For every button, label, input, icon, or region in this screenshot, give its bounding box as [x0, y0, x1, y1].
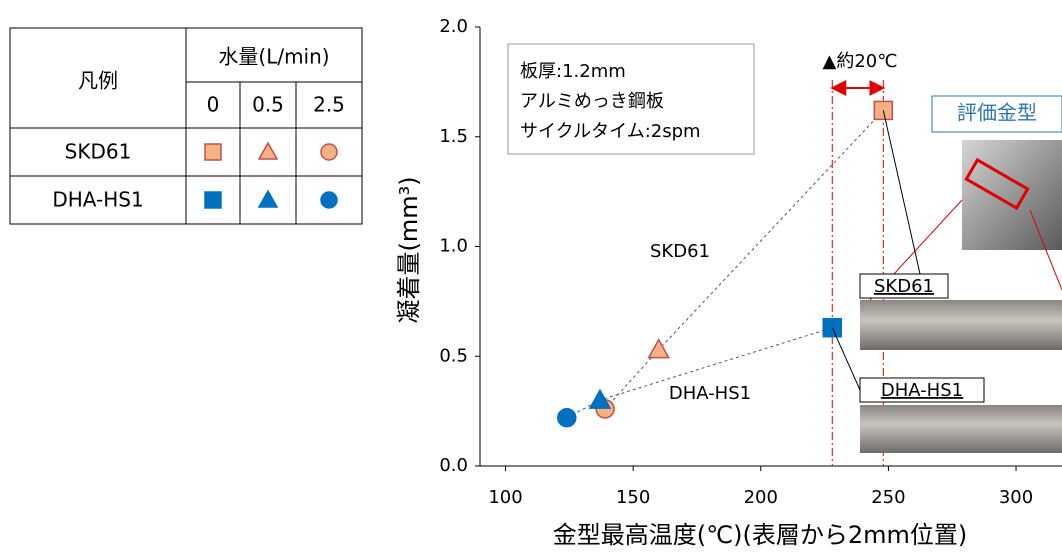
- table-row-label: SKD61: [65, 140, 132, 164]
- y-tick-label: 0.5: [439, 345, 468, 366]
- series-label: SKD61: [650, 241, 710, 262]
- series-line: [605, 110, 883, 409]
- photo-label: SKD61: [874, 276, 934, 297]
- y-tick-label: 1.0: [439, 236, 468, 257]
- point: [590, 390, 610, 408]
- callout-line: [883, 110, 920, 274]
- info-text: アルミめっき鋼板: [520, 91, 664, 112]
- legend-symbol: [205, 192, 221, 208]
- table-header: 0.5: [252, 93, 284, 117]
- x-tick-label: 300: [999, 487, 1033, 508]
- y-tick-label: 2.0: [439, 16, 468, 37]
- x-axis-label: 金型最高温度(℃)(表層から2mm位置): [553, 521, 967, 549]
- legend-symbol: [321, 192, 337, 208]
- page: 0.0 0.5 1.0 1.5 2.0 100 150 200 250 300 SKD61 DHA…: [0, 0, 1062, 554]
- table-header: 水量(L/min): [218, 45, 329, 69]
- legend-symbol: [205, 144, 221, 160]
- photo-die: [962, 140, 1062, 250]
- table-header: 0: [207, 93, 220, 117]
- photo-title: 評価金型: [957, 101, 1037, 125]
- x-tick-label: 250: [871, 487, 905, 508]
- y-tick-label: 1.5: [439, 126, 468, 147]
- info-text: 板厚:1.2mm: [520, 61, 626, 82]
- callout-line: [832, 328, 860, 390]
- x-tick-label: 100: [488, 487, 522, 508]
- legend-symbol: [259, 143, 277, 159]
- y-axis-label: 凝着量(mm³): [395, 176, 423, 323]
- x-tick-label: 200: [744, 487, 778, 508]
- x-tick-label: 150: [616, 487, 650, 508]
- table-row-label: DHA-HS1: [52, 188, 143, 212]
- table-header: 2.5: [313, 93, 345, 117]
- series-label: DHA-HS1: [669, 383, 751, 404]
- photo-skd61: [860, 300, 1062, 350]
- legend-symbol: [259, 191, 277, 207]
- delta-label: ▲約20℃: [823, 51, 898, 72]
- table-header: 凡例: [78, 69, 118, 93]
- info-text: サイクルタイム:2spm: [520, 121, 701, 142]
- y-tick-label: 0.0: [439, 455, 468, 476]
- legend-symbol: [321, 144, 337, 160]
- photo-label: DHA-HS1: [881, 380, 963, 401]
- photo-dha: [860, 405, 1062, 453]
- point: [558, 409, 576, 427]
